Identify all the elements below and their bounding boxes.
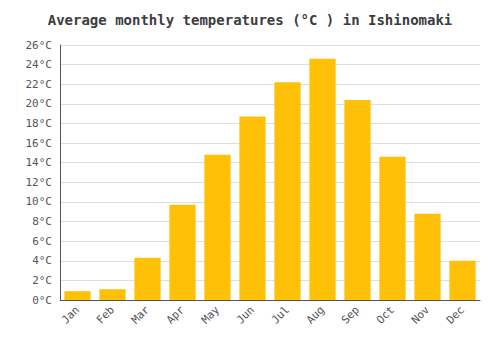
svg-text:Dec: Dec <box>444 303 467 326</box>
svg-text:0°C: 0°C <box>32 294 52 307</box>
svg-text:24°C: 24°C <box>26 58 53 71</box>
svg-text:Sep: Sep <box>339 303 362 326</box>
svg-text:Aug: Aug <box>304 303 327 326</box>
svg-text:10°C: 10°C <box>26 195 53 208</box>
svg-text:Feb: Feb <box>94 303 117 326</box>
svg-text:4°C: 4°C <box>32 254 52 267</box>
svg-text:12°C: 12°C <box>26 176 53 189</box>
svg-text:Average monthly temperatures (: Average monthly temperatures (°C ) in Is… <box>48 12 453 28</box>
svg-text:8°C: 8°C <box>32 215 52 228</box>
svg-text:Jul: Jul <box>269 303 292 326</box>
svg-text:22°C: 22°C <box>26 78 53 91</box>
svg-text:6°C: 6°C <box>32 235 52 248</box>
svg-text:20°C: 20°C <box>26 97 53 110</box>
svg-text:16°C: 16°C <box>26 137 53 150</box>
svg-text:Nov: Nov <box>409 303 432 326</box>
svg-text:Apr: Apr <box>164 303 187 326</box>
svg-text:Oct: Oct <box>374 303 397 326</box>
svg-text:Jun: Jun <box>234 303 257 326</box>
svg-text:Mar: Mar <box>129 303 152 326</box>
svg-text:May: May <box>199 303 222 326</box>
svg-text:2°C: 2°C <box>32 274 52 287</box>
svg-text:26°C: 26°C <box>26 39 53 52</box>
svg-text:18°C: 18°C <box>26 117 53 130</box>
svg-text:Jan: Jan <box>59 303 82 326</box>
svg-text:14°C: 14°C <box>26 156 53 169</box>
